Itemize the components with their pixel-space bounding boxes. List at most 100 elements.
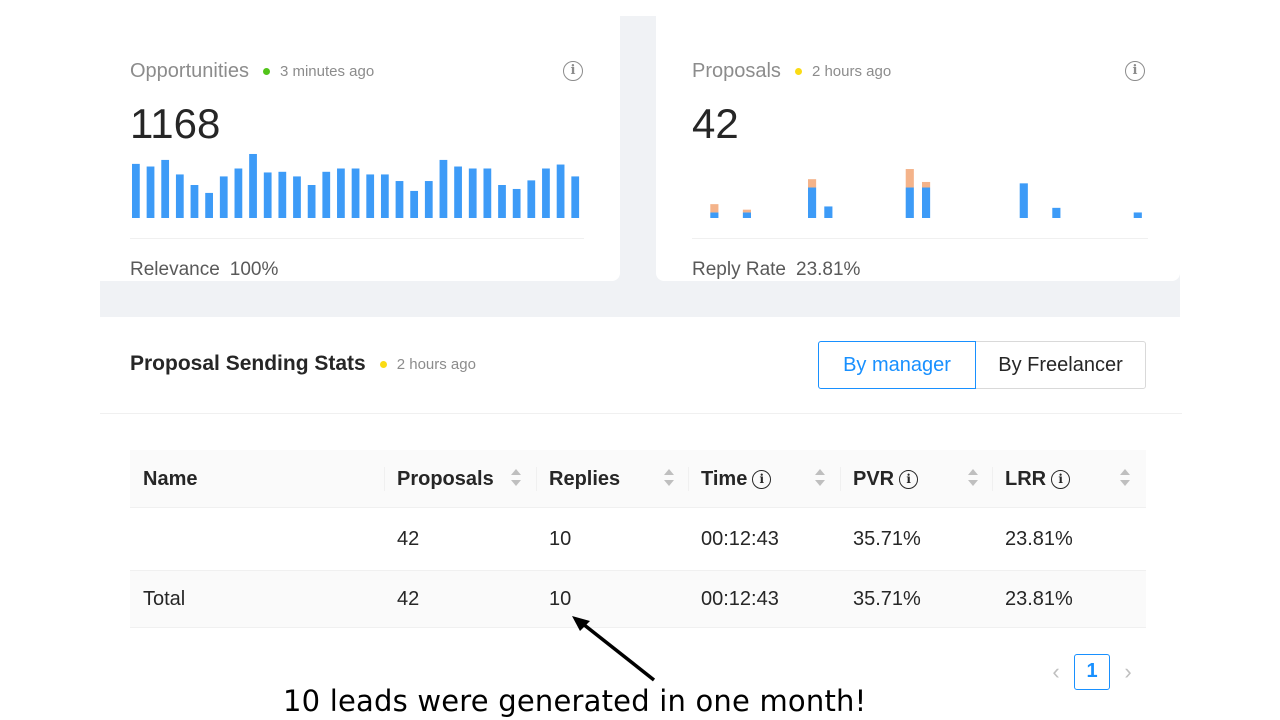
proposals-bar-reply (905, 169, 914, 188)
col-name-header: Name (143, 450, 197, 508)
opportunities-bar (424, 181, 433, 218)
table-row[interactable]: 42 10 00:12:43 35.71% 23.81% (130, 508, 1146, 571)
col-proposals-label: Proposals (397, 468, 494, 490)
opportunities-bar (351, 168, 360, 218)
opportunities-value: 1168 (130, 100, 221, 147)
header-separator (840, 467, 841, 491)
opportunities-divider (130, 238, 584, 239)
opportunities-bar (205, 192, 213, 218)
prev-page-icon[interactable]: ‹ (1052, 659, 1060, 684)
sort-icon[interactable] (664, 469, 674, 489)
opportunities-bar (571, 176, 580, 218)
total-lrr: 23.81% (1005, 587, 1073, 610)
col-time-header[interactable]: Time i (701, 450, 772, 508)
opportunities-header: Opportunities 3 minutes ago (130, 60, 374, 83)
pvr-info-icon[interactable]: i (899, 469, 919, 489)
opportunities-info-icon[interactable]: i (563, 61, 583, 81)
opportunities-bar (483, 168, 492, 218)
next-page-icon[interactable]: › (1124, 659, 1132, 684)
proposals-card: Proposals 2 hours ago i 42 Reply Rate 23.… (656, 16, 1180, 281)
proposals-bar-reply (742, 209, 751, 213)
proposals-bar-reply (808, 179, 817, 188)
stats-title: Proposal Sending Stats (130, 352, 366, 375)
reply-rate-value: 23.81% (796, 259, 861, 280)
opportunities-bar (132, 163, 140, 218)
proposals-value: 42 (692, 100, 739, 147)
reply-rate-label: Reply Rate (692, 259, 786, 280)
proposals-header: Proposals 2 hours ago (692, 60, 891, 83)
opportunities-bar (146, 166, 155, 218)
opportunities-bar (219, 176, 228, 218)
opportunities-bar (498, 185, 506, 218)
annotation-arrow-icon (572, 616, 656, 682)
opportunities-bar (322, 171, 331, 218)
cell-time: 00:12:43 (701, 527, 779, 550)
col-proposals-header[interactable]: Proposals (397, 450, 494, 508)
opportunities-title: Opportunities (130, 60, 249, 82)
total-time: 00:12:43 (701, 587, 779, 610)
opportunities-bar (439, 159, 448, 218)
proposals-bar (922, 187, 931, 218)
total-replies: 10 (549, 587, 572, 610)
col-replies-header[interactable]: Replies (549, 450, 620, 508)
opportunities-bar (366, 174, 375, 218)
proposals-bar (710, 212, 719, 218)
col-name-label: Name (143, 468, 198, 490)
col-pvr-header[interactable]: PVR i (853, 450, 919, 508)
proposals-bar (1019, 183, 1028, 218)
cell-replies: 10 (549, 527, 572, 550)
opportunities-bar (234, 168, 243, 218)
total-proposals: 42 (397, 587, 420, 610)
opportunities-bar (161, 159, 170, 218)
opportunities-bar (542, 168, 550, 218)
opportunities-bar (395, 181, 404, 218)
proposals-info-icon[interactable]: i (1125, 61, 1145, 81)
proposals-title: Proposals (692, 60, 781, 82)
opportunities-bar (512, 188, 521, 218)
opportunities-status-dot (262, 68, 270, 75)
table-total-row: Total 42 10 00:12:43 35.71% 23.81% (130, 571, 1146, 628)
proposals-bar-reply (922, 181, 931, 188)
proposals-bar (808, 187, 817, 218)
proposals-divider (692, 238, 1148, 239)
stats-updated: 2 hours ago (396, 355, 476, 373)
proposals-updated: 2 hours ago (811, 63, 892, 80)
opportunities-card: Opportunities 3 minutes ago i 1168 Relev… (100, 16, 620, 281)
proposals-bar (1133, 212, 1142, 218)
opportunities-bar (278, 171, 287, 218)
opportunities-bar (249, 153, 257, 218)
sort-icon[interactable] (1120, 469, 1130, 489)
by-freelancer-toggle[interactable]: By Freelancer (975, 341, 1146, 389)
opportunities-updated: 3 minutes ago (279, 63, 375, 80)
col-lrr-label: LRR (1005, 468, 1047, 490)
sort-icon[interactable] (511, 469, 521, 489)
opportunities-mini-chart (132, 153, 580, 218)
opportunities-bar (175, 174, 184, 218)
relevance-label: Relevance (130, 259, 220, 280)
opportunities-bar (190, 185, 199, 218)
page-1-button[interactable]: 1 (1074, 654, 1110, 690)
section-divider (100, 413, 1182, 414)
header-separator (992, 467, 993, 491)
sort-icon[interactable] (815, 469, 825, 489)
col-replies-label: Replies (549, 468, 621, 490)
by-manager-toggle[interactable]: By manager (818, 341, 976, 389)
col-time-label: Time (701, 468, 748, 490)
cell-pvr: 35.71% (853, 527, 921, 550)
proposals-bar (824, 206, 833, 218)
col-lrr-header[interactable]: LRR i (1005, 450, 1071, 508)
opportunities-bar (380, 174, 389, 218)
time-info-icon[interactable]: i (752, 469, 772, 489)
sort-icon[interactable] (968, 469, 978, 489)
proposals-status-dot (794, 68, 802, 75)
total-label: Total (143, 587, 186, 610)
opportunities-bar (307, 185, 316, 218)
opportunities-footer: Relevance 100% (130, 259, 278, 281)
opportunities-bar (337, 168, 345, 218)
stats-table: Name Proposals Replies Time i PVR i LRR i 4… (130, 450, 1146, 628)
cell-lrr: 23.81% (1005, 527, 1073, 550)
proposals-bar (905, 187, 914, 218)
opportunities-bar (468, 168, 477, 218)
lrr-info-icon[interactable]: i (1051, 469, 1071, 489)
col-pvr-label: PVR (853, 468, 895, 490)
